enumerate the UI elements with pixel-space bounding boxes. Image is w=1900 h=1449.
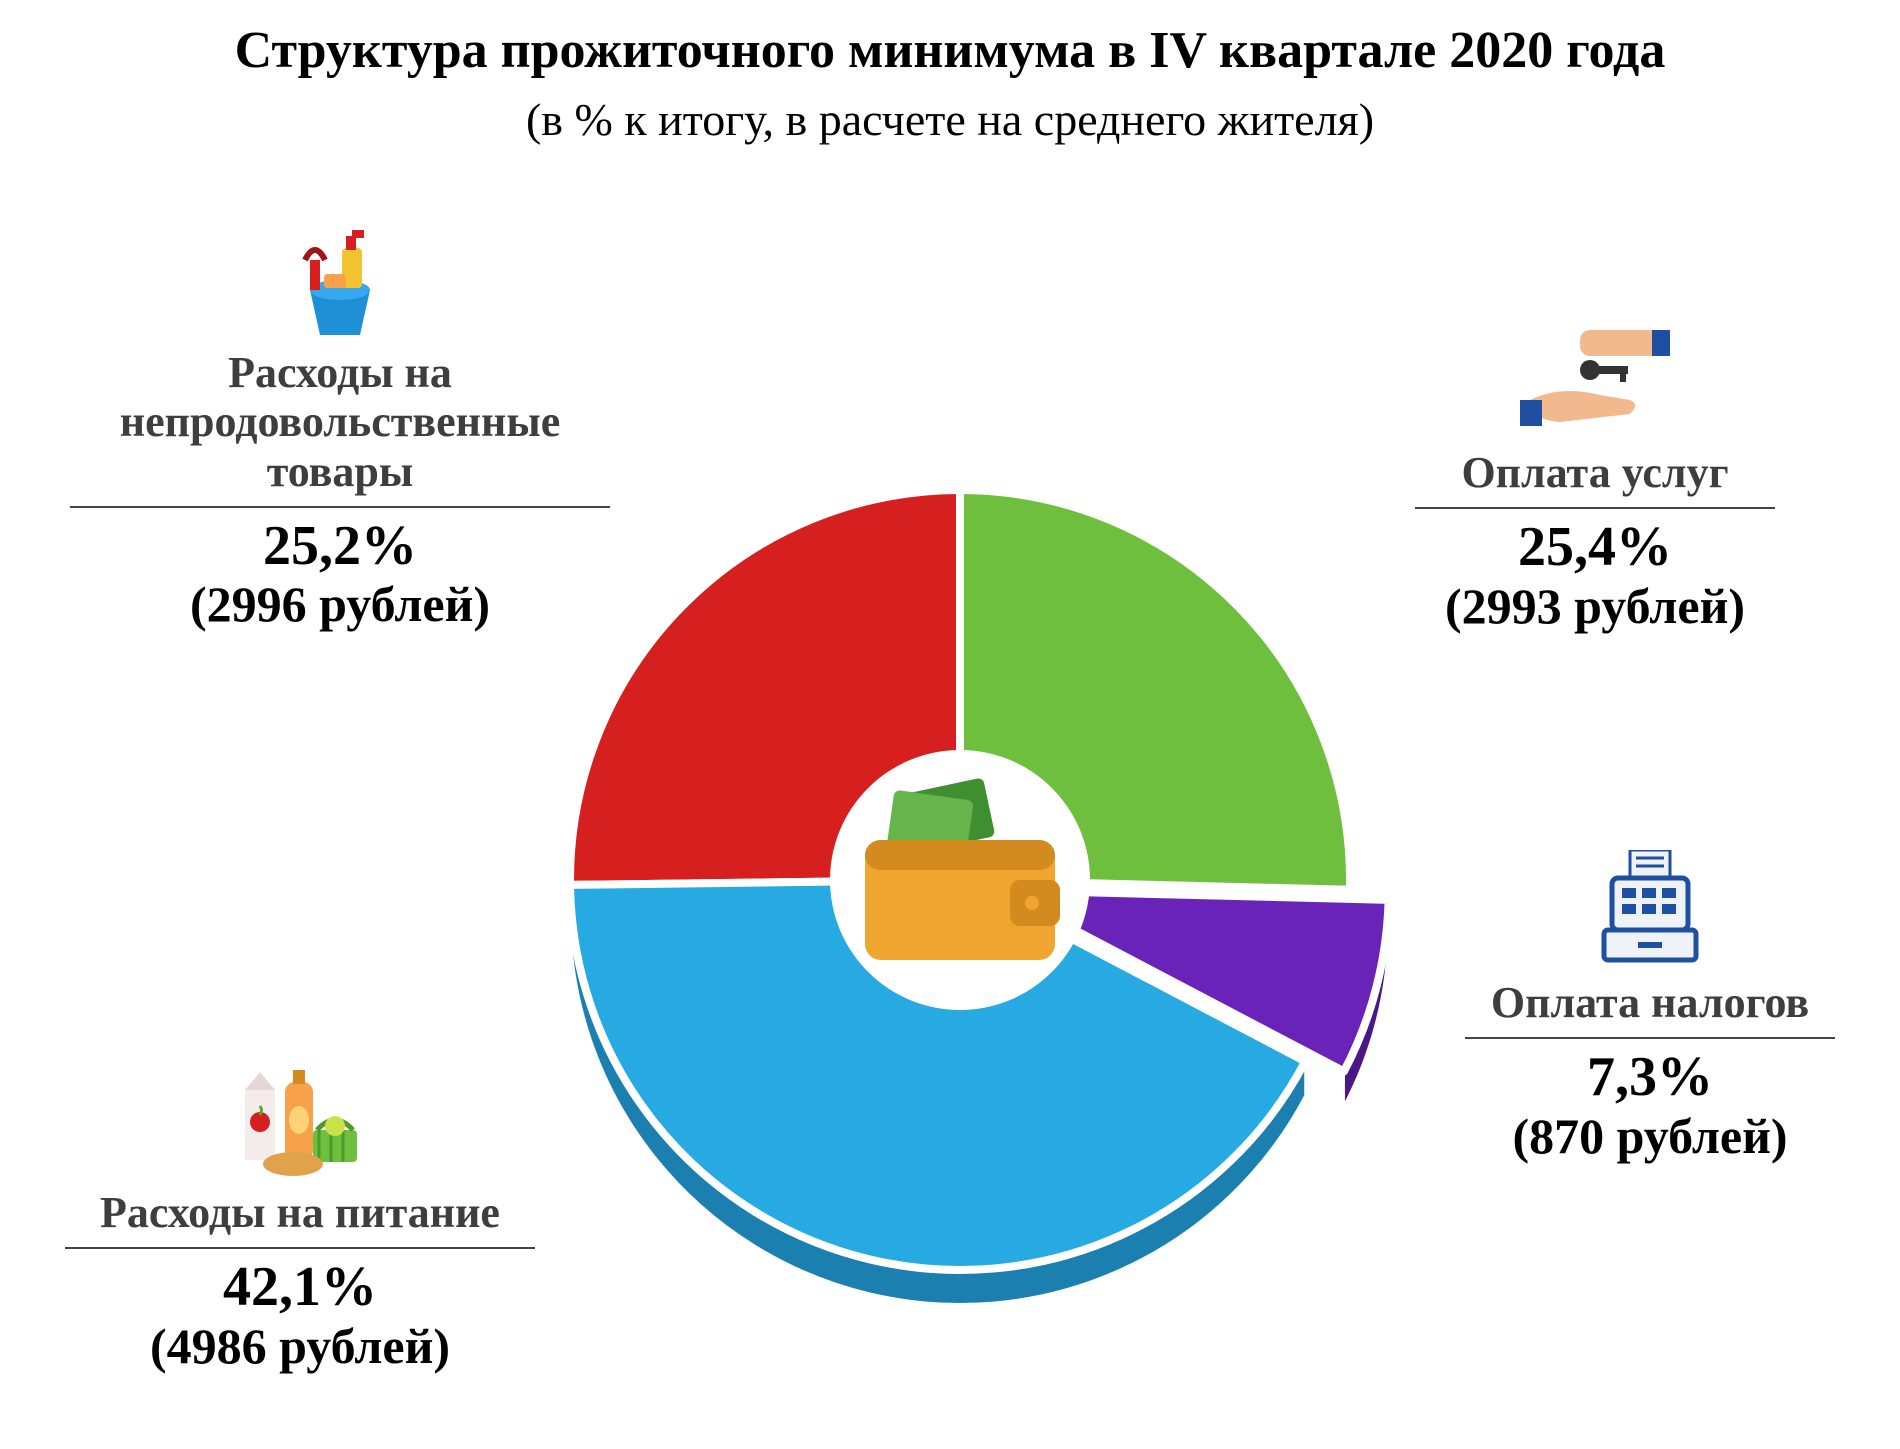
- callout-rubles: (4986 рублей): [40, 1319, 560, 1374]
- callout-rubles: (870 рублей): [1440, 1109, 1860, 1164]
- callout-percent: 25,4%: [1380, 517, 1810, 579]
- callout-taxes: Оплата налогов 7,3% (870 рублей): [1440, 850, 1860, 1164]
- callout-food: Расходы на питание 42,1% (4986 рублей): [40, 1060, 560, 1374]
- callout-divider: [65, 1247, 535, 1249]
- callout-label: Оплата услуг: [1380, 448, 1810, 503]
- page-title: Структура прожиточного минимума в IV ква…: [0, 18, 1900, 83]
- callout-divider: [1415, 507, 1775, 509]
- callout-label: Оплата налогов: [1440, 978, 1860, 1033]
- callout-nonfood: Расходы на непродовольственные товары 25…: [60, 230, 620, 632]
- callout-rubles: (2993 рублей): [1380, 579, 1810, 634]
- page-subtitle: (в % к итогу, в расчете на среднего жите…: [0, 89, 1900, 151]
- callout-percent: 7,3%: [1440, 1047, 1860, 1109]
- groceries-icon: [40, 1060, 560, 1180]
- callout-label: Расходы на непродовольственные товары: [60, 348, 620, 502]
- hand-key-icon: [1380, 330, 1810, 440]
- callout-rubles: (2996 рублей): [60, 577, 620, 632]
- cash-register-icon: [1440, 850, 1860, 970]
- chart-area: Расходы на непродовольственные товары 25…: [0, 190, 1900, 1449]
- callout-divider: [70, 506, 610, 508]
- callout-percent: 25,2%: [60, 516, 620, 578]
- callout-services: Оплата услуг 25,4% (2993 рублей): [1380, 330, 1810, 634]
- title-block: Структура прожиточного минимума в IV ква…: [0, 18, 1900, 151]
- callout-label: Расходы на питание: [40, 1188, 560, 1243]
- cleaning-bucket-icon: [60, 230, 620, 340]
- callout-percent: 42,1%: [40, 1257, 560, 1319]
- infographic-page: Структура прожиточного минимума в IV ква…: [0, 0, 1900, 1449]
- callout-divider: [1465, 1037, 1835, 1039]
